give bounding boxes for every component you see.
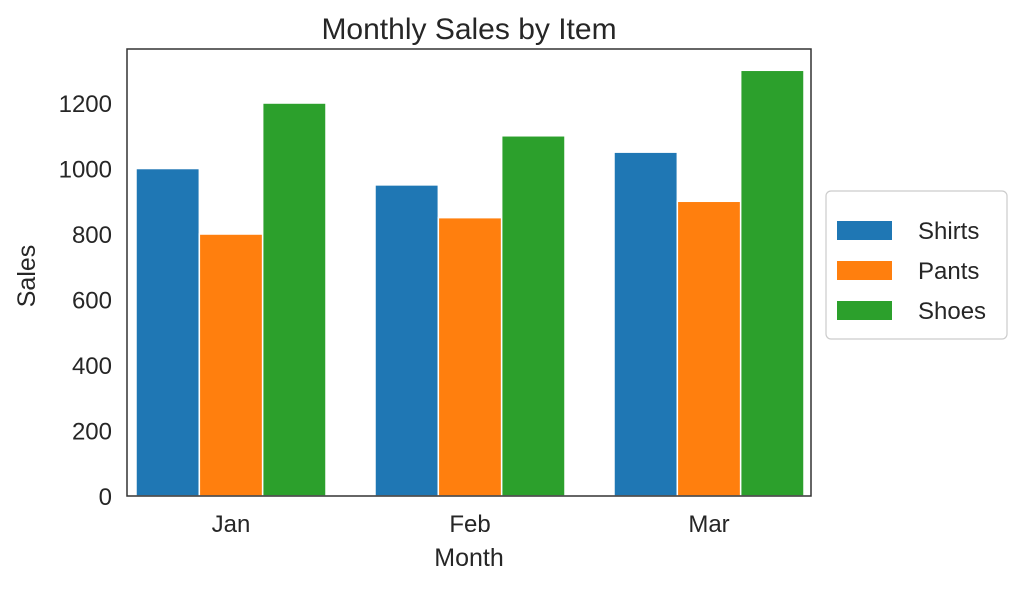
bar-shirts-feb	[374, 184, 440, 497]
legend-swatch-shoes	[837, 301, 892, 320]
legend-swatch-shirts	[837, 221, 892, 240]
legend: Shirts Pants Shoes	[825, 190, 1008, 340]
x-tick-label-mar: Mar	[688, 511, 729, 538]
legend-swatch-pants	[837, 261, 892, 280]
y-tick-label-600: 600	[72, 288, 112, 315]
y-axis-ticks: 0 200 400 600 800 1000 1200	[59, 91, 112, 511]
y-axis-label: Sales	[13, 245, 41, 308]
bar-pants-jan	[198, 233, 264, 497]
legend-label-shoes: Shoes	[918, 298, 986, 325]
y-tick-label-400: 400	[72, 353, 112, 380]
y-tick-label-1000: 1000	[59, 157, 112, 184]
x-axis-label: Month	[434, 544, 503, 572]
bar-shoes-feb	[500, 135, 566, 497]
x-tick-label-jan: Jan	[212, 511, 251, 538]
bar-shoes-jan	[261, 102, 327, 497]
plot-frame	[126, 48, 812, 497]
bar-shirts-jan	[135, 167, 201, 497]
y-tick-label-0: 0	[99, 484, 112, 511]
x-axis-ticks: Jan Feb Mar	[212, 511, 730, 538]
bar-shoes-mar	[739, 69, 805, 497]
bar-pants-mar	[676, 200, 742, 497]
chart-title: Monthly Sales by Item	[321, 13, 616, 46]
legend-label-pants: Pants	[918, 258, 979, 285]
bar-pants-feb	[437, 216, 503, 497]
legend-label-shirts: Shirts	[918, 218, 979, 245]
x-tick-label-feb: Feb	[449, 511, 490, 538]
y-tick-label-1200: 1200	[59, 91, 112, 118]
bar-shirts-mar	[613, 151, 679, 497]
y-tick-label-800: 800	[72, 222, 112, 249]
plot-area	[135, 69, 805, 497]
y-tick-label-200: 200	[72, 419, 112, 446]
